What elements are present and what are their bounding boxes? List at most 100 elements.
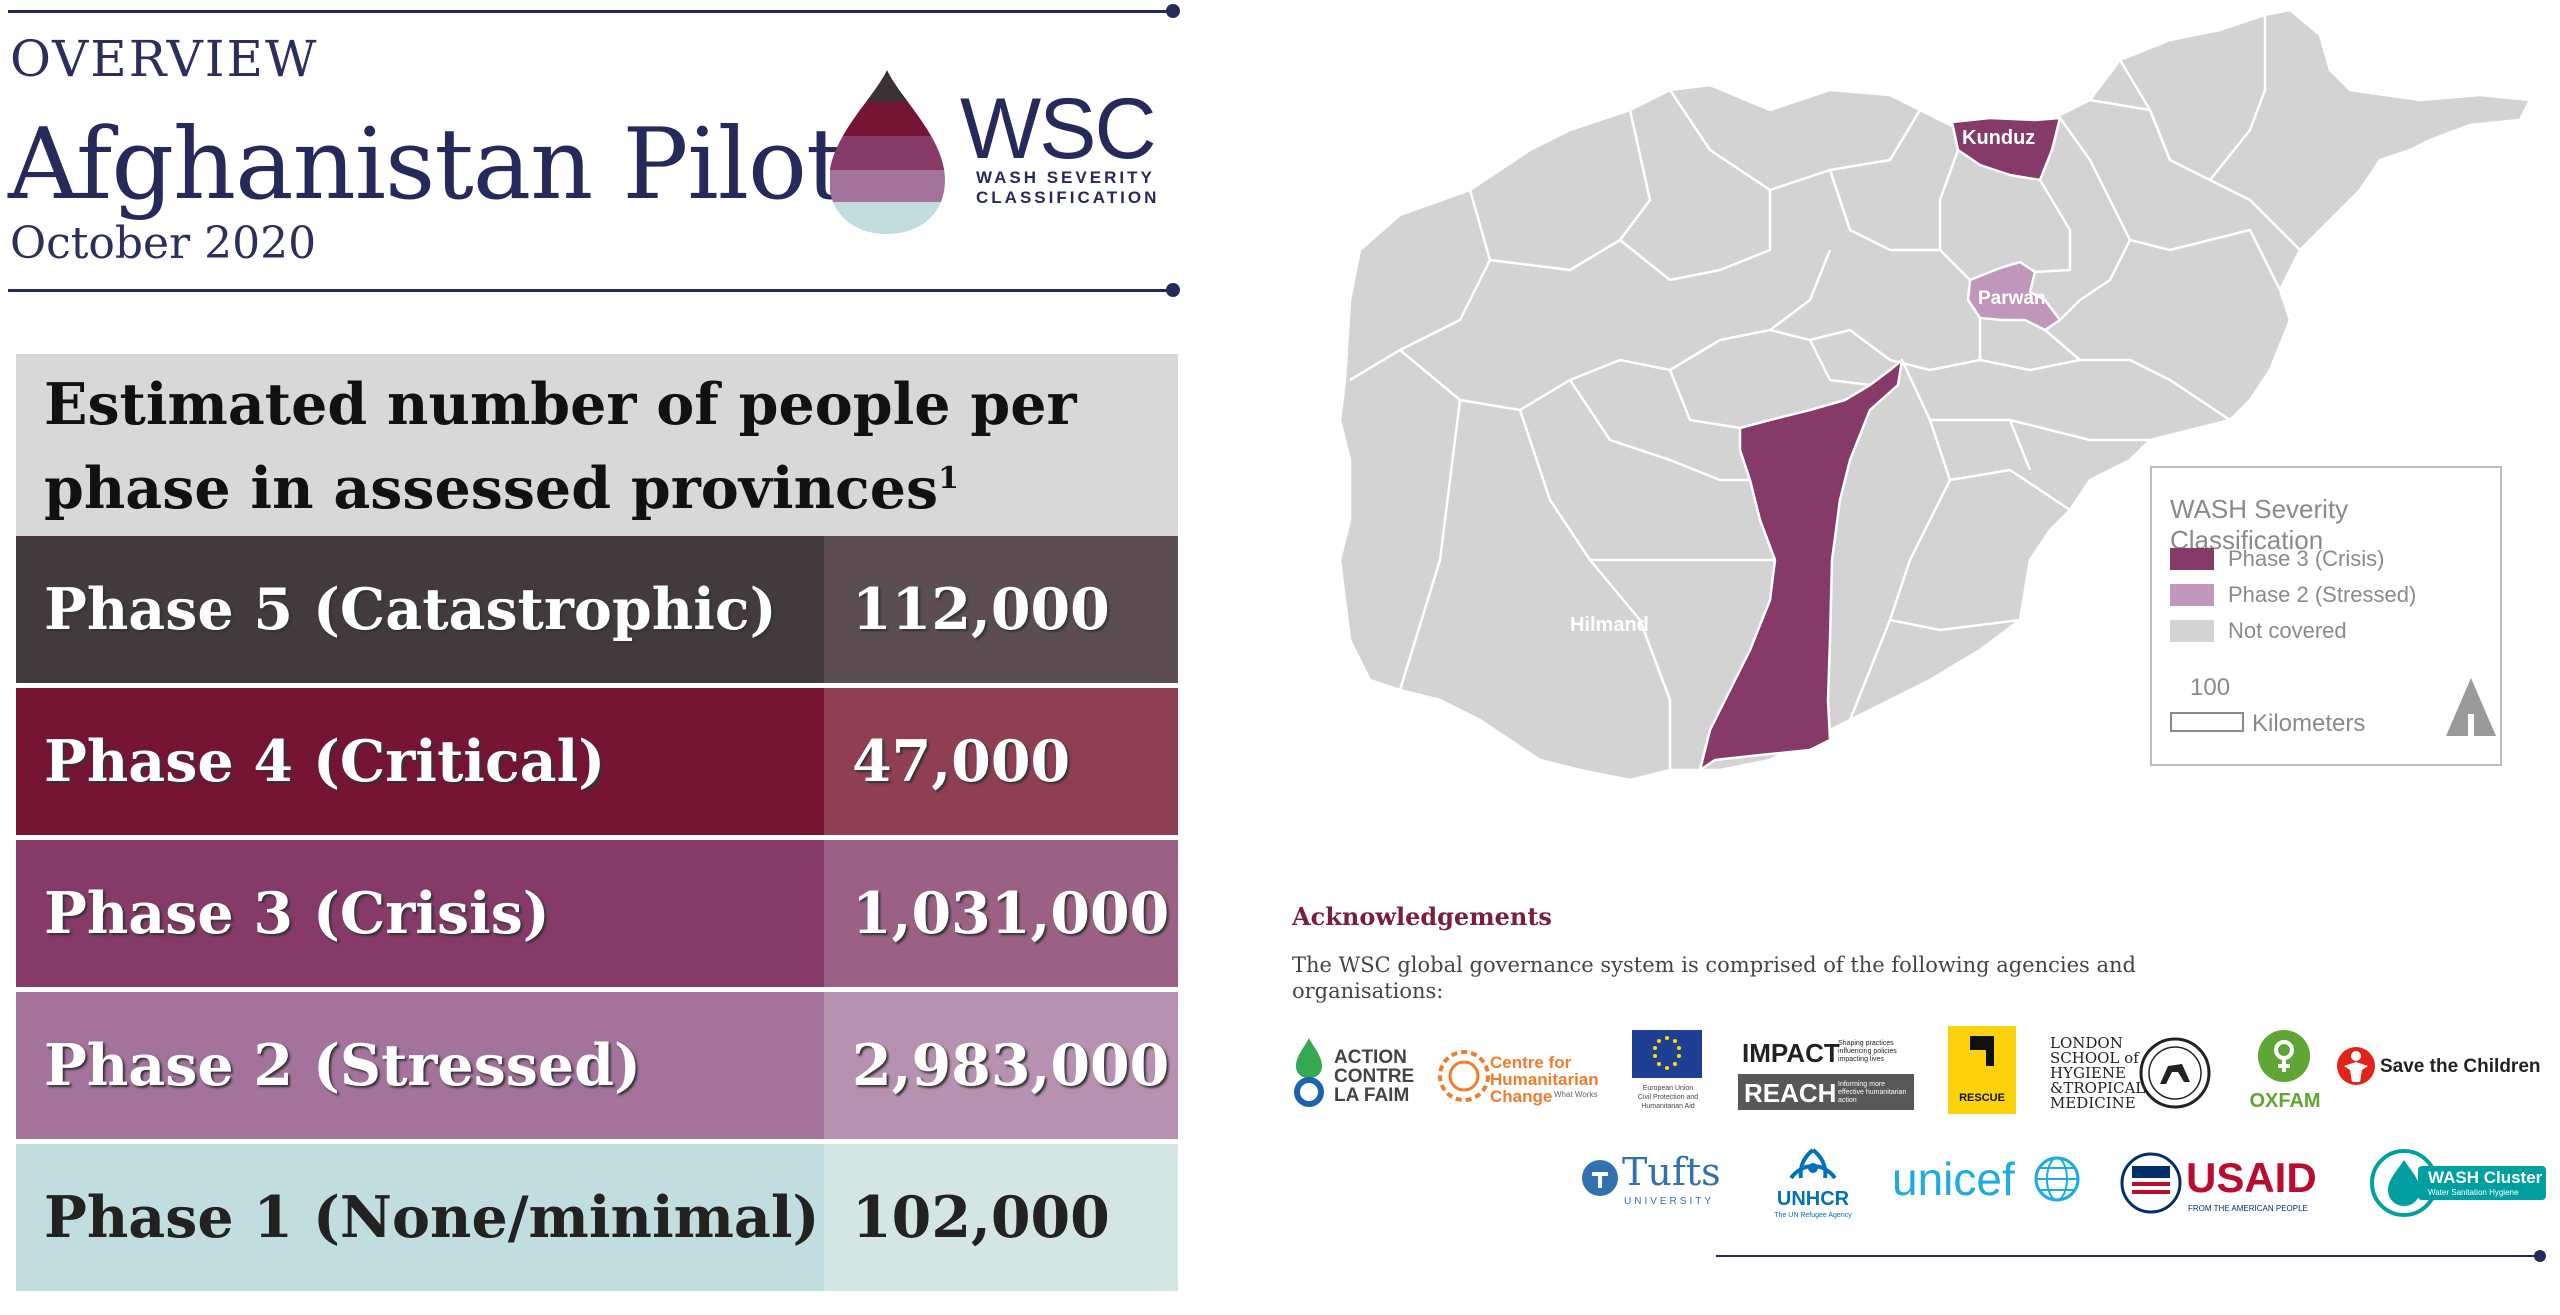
phase-value: 47,000 bbox=[824, 688, 1178, 835]
unhcr-sub: The UN Refugee Agency bbox=[1774, 1212, 1852, 1219]
oxfam-text: OXFAM bbox=[2249, 1090, 2321, 1112]
phase-table-heading-line1: Estimated number of people per bbox=[44, 371, 1077, 438]
tufts-logo: Tufts UNIVERSITY bbox=[1580, 1150, 1736, 1212]
irc-text: RESCUE bbox=[1959, 1092, 2005, 1104]
acf-line1: ACTION bbox=[1334, 1047, 1407, 1068]
north-arrow-icon bbox=[2446, 678, 2496, 736]
map-label-hilmand: Hilmand bbox=[1570, 614, 1649, 636]
phase-row: Phase 2 (Stressed) 2,983,000 bbox=[16, 992, 1178, 1144]
reach-box bbox=[1738, 1074, 1914, 1110]
phase-rows: Phase 5 (Catastrophic) 112,000 Phase 4 (Cr… bbox=[16, 536, 1178, 1296]
reach-tag: Informing more effective humanitarian ac… bbox=[1838, 1081, 1907, 1104]
chc-line3: Change bbox=[1490, 1087, 1553, 1106]
province-kunduz bbox=[1950, 116, 2062, 182]
tufts-seal-icon bbox=[1582, 1160, 1618, 1196]
unicef-text: unicef bbox=[1892, 1153, 2015, 1205]
usaid-sub: FROM THE AMERICAN PEOPLE bbox=[2188, 1204, 2308, 1213]
impact-text: IMPACT bbox=[1742, 1038, 1840, 1068]
scale-value: 100 bbox=[2190, 674, 2231, 701]
scale-bar bbox=[2170, 712, 2244, 732]
legend-item-crisis: Phase 3 (Crisis) bbox=[2170, 546, 2384, 572]
irc-logo: RESCUE bbox=[1948, 1026, 2016, 1114]
wash-cluster-logo: WASH Cluster Water Sanitation Hygiene bbox=[2370, 1148, 2546, 1218]
page-title: Afghanistan Pilot bbox=[8, 108, 845, 222]
chc-tag: What Works bbox=[1554, 1090, 1598, 1099]
reach-text: REACH bbox=[1744, 1078, 1837, 1108]
legend-label-stressed: Phase 2 (Stressed) bbox=[2228, 582, 2417, 607]
unhcr-text: UNHCR bbox=[1776, 1188, 1850, 1210]
acf-line2: CONTRE bbox=[1334, 1066, 1415, 1087]
eu-flag-icon bbox=[1632, 1030, 1702, 1078]
acknowledgements-title: Acknowledgements bbox=[1292, 902, 1552, 931]
footer-rule bbox=[1716, 1255, 2542, 1257]
province-boundaries bbox=[1338, 8, 2532, 782]
legend-title: WASH Severity Classification bbox=[2170, 494, 2349, 555]
lshtm-line2: SCHOOL of bbox=[2050, 1049, 2139, 1067]
phase-label: Phase 5 (Catastrophic) bbox=[16, 536, 824, 683]
impact-tag: Shaping practices influencing policies i… bbox=[1838, 1040, 1897, 1063]
header-top-rule-dot bbox=[1166, 4, 1180, 18]
legend-swatch-crisis bbox=[2170, 548, 2214, 570]
wash-cluster-icon bbox=[2370, 1149, 2546, 1217]
legend-label-crisis: Phase 3 (Crisis) bbox=[2228, 546, 2385, 571]
phase-table-heading-line2: phase in assessed provinces bbox=[44, 455, 939, 522]
save-the-children-icon bbox=[2337, 1047, 2375, 1085]
chc-arc-icon bbox=[1438, 1050, 1490, 1102]
chc-logo: Centre for Humanitarian Change What Work… bbox=[1434, 1038, 1606, 1110]
phase-value: 102,000 bbox=[824, 1144, 1178, 1291]
echo-line2: Civil Protection and bbox=[1637, 1094, 1699, 1101]
tufts-sub: UNIVERSITY bbox=[1624, 1196, 1715, 1207]
usaid-text: USAID bbox=[2186, 1154, 2317, 1201]
wsc-drop-logo bbox=[830, 70, 945, 234]
scale-unit: Kilometers bbox=[2252, 710, 2366, 737]
phase-table-footnote: 1 bbox=[938, 461, 959, 496]
phase-row: Phase 5 (Catastrophic) 112,000 bbox=[16, 536, 1178, 688]
lshtm-line4: &TROPICAL bbox=[2050, 1079, 2146, 1097]
map-legend: WASH Severity Classification Phase 3 (Cr… bbox=[2150, 466, 2502, 766]
chc-line2: Humanitarian bbox=[1490, 1070, 1599, 1089]
lshtm-logo: LONDON SCHOOL of HYGIENE &TROPICAL MEDIC… bbox=[2050, 1032, 2214, 1114]
legend-label-not-covered: Not covered bbox=[2228, 618, 2347, 643]
acf-line3: LA FAIM bbox=[1334, 1085, 1410, 1106]
afghanistan-map: Kunduz Parwan Hilmand bbox=[1338, 8, 2532, 782]
impact-reach-logo: IMPACT Shaping practices influencing pol… bbox=[1738, 1036, 1914, 1112]
wsc-logo-subtitle-line1: WASH SEVERITY bbox=[976, 168, 1155, 187]
chc-line1: Centre for bbox=[1490, 1053, 1572, 1072]
lshtm-seal-icon bbox=[2139, 1037, 2211, 1109]
oxfam-icon bbox=[2258, 1030, 2310, 1082]
acknowledgements-text: The WSC global governance system is comp… bbox=[1292, 953, 2136, 1003]
lshtm-line1: LONDON bbox=[2050, 1034, 2123, 1052]
header-bottom-rule bbox=[8, 289, 1174, 292]
wsc-logo-subtitle-line2: CLASSIFICATION bbox=[976, 188, 1160, 207]
lshtm-line5: MEDICINE bbox=[2050, 1094, 2136, 1112]
oxfam-logo: OXFAM bbox=[2240, 1028, 2330, 1118]
map-label-kunduz: Kunduz bbox=[1962, 127, 2035, 149]
unhcr-icon bbox=[1789, 1148, 1837, 1180]
legend-item-not-covered: Not covered bbox=[2170, 618, 2347, 644]
map-label-parwan: Parwan bbox=[1978, 288, 2046, 309]
echo-line3: Humanitarian Aid bbox=[1641, 1103, 1695, 1110]
phase-row: Phase 4 (Critical) 47,000 bbox=[16, 688, 1178, 840]
header-bottom-rule-dot bbox=[1166, 283, 1180, 297]
phase-value: 112,000 bbox=[824, 536, 1178, 683]
echo-line1: European Union bbox=[1642, 1085, 1694, 1092]
acf-logo: ACTION CONTRE LA FAIM bbox=[1292, 1036, 1415, 1108]
echo-logo: European Union Civil Protection and Huma… bbox=[1628, 1030, 1708, 1114]
save-the-children-logo: Save the Children bbox=[2336, 1044, 2550, 1088]
phase-value: 1,031,000 bbox=[824, 840, 1178, 987]
phase-label: Phase 4 (Critical) bbox=[16, 688, 824, 835]
irc-arrow-icon bbox=[1970, 1036, 1994, 1066]
phase-label: Phase 2 (Stressed) bbox=[16, 992, 824, 1139]
wash-cluster-text: WASH Cluster bbox=[2428, 1168, 2543, 1187]
overview-label: OVERVIEW bbox=[10, 30, 319, 88]
tufts-text: Tufts bbox=[1622, 1150, 1721, 1194]
footer-rule-dot bbox=[2534, 1250, 2546, 1262]
save-the-children-text: Save the Children bbox=[2380, 1056, 2541, 1077]
unicef-globe-icon bbox=[2034, 1156, 2080, 1202]
legend-item-stressed: Phase 2 (Stressed) bbox=[2170, 582, 2416, 608]
province-hilmand bbox=[1698, 358, 1904, 772]
usaid-logo: USAID FROM THE AMERICAN PEOPLE bbox=[2120, 1150, 2326, 1220]
unhcr-logo: UNHCR The UN Refugee Agency bbox=[1768, 1144, 1858, 1224]
header-top-rule bbox=[8, 10, 1174, 13]
legend-swatch-stressed bbox=[2170, 584, 2214, 606]
